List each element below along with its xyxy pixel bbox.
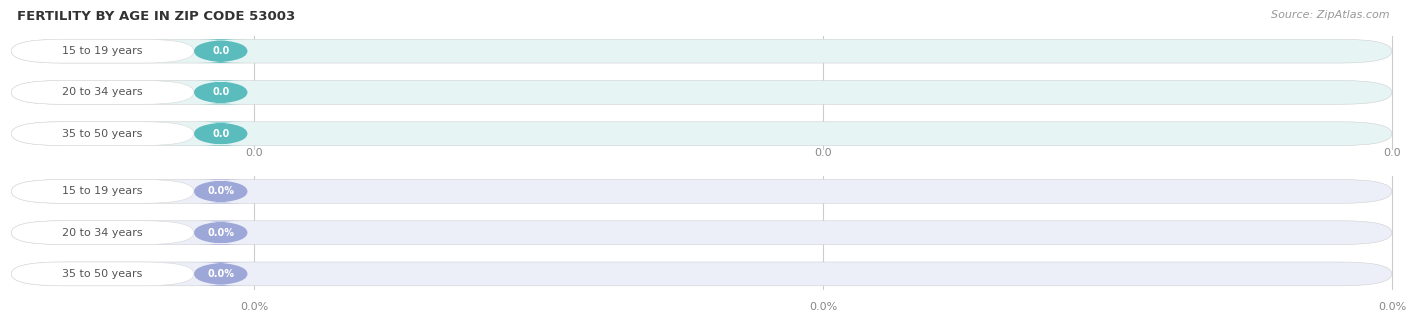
FancyBboxPatch shape xyxy=(194,39,247,63)
FancyBboxPatch shape xyxy=(194,262,247,286)
Text: 0.0%: 0.0% xyxy=(808,302,838,312)
Text: 0.0%: 0.0% xyxy=(207,228,235,238)
FancyBboxPatch shape xyxy=(194,122,247,146)
Text: 0.0%: 0.0% xyxy=(1378,302,1406,312)
FancyBboxPatch shape xyxy=(11,180,194,203)
Text: FERTILITY BY AGE IN ZIP CODE 53003: FERTILITY BY AGE IN ZIP CODE 53003 xyxy=(17,10,295,23)
FancyBboxPatch shape xyxy=(11,180,1392,203)
FancyBboxPatch shape xyxy=(11,221,1392,245)
FancyBboxPatch shape xyxy=(11,81,194,104)
FancyBboxPatch shape xyxy=(11,39,194,63)
FancyBboxPatch shape xyxy=(11,122,1392,146)
FancyBboxPatch shape xyxy=(11,262,194,286)
Text: 0.0%: 0.0% xyxy=(240,302,269,312)
Text: 0.0: 0.0 xyxy=(1384,148,1400,158)
Text: 0.0: 0.0 xyxy=(212,129,229,139)
FancyBboxPatch shape xyxy=(194,221,247,245)
Text: 0.0%: 0.0% xyxy=(207,186,235,196)
Text: 20 to 34 years: 20 to 34 years xyxy=(62,87,143,97)
Text: 35 to 50 years: 35 to 50 years xyxy=(62,129,143,139)
Text: 15 to 19 years: 15 to 19 years xyxy=(62,186,143,196)
Text: 0.0: 0.0 xyxy=(212,87,229,97)
Text: 0.0: 0.0 xyxy=(814,148,832,158)
FancyBboxPatch shape xyxy=(11,122,194,146)
Text: 35 to 50 years: 35 to 50 years xyxy=(62,269,143,279)
Text: 20 to 34 years: 20 to 34 years xyxy=(62,228,143,238)
Text: Source: ZipAtlas.com: Source: ZipAtlas.com xyxy=(1271,10,1389,20)
FancyBboxPatch shape xyxy=(11,262,1392,286)
FancyBboxPatch shape xyxy=(11,81,1392,104)
FancyBboxPatch shape xyxy=(194,180,247,203)
Text: 0.0: 0.0 xyxy=(246,148,263,158)
Text: 0.0: 0.0 xyxy=(212,46,229,56)
FancyBboxPatch shape xyxy=(11,39,1392,63)
Text: 15 to 19 years: 15 to 19 years xyxy=(62,46,143,56)
Text: 0.0%: 0.0% xyxy=(207,269,235,279)
FancyBboxPatch shape xyxy=(194,81,247,104)
FancyBboxPatch shape xyxy=(11,221,194,245)
